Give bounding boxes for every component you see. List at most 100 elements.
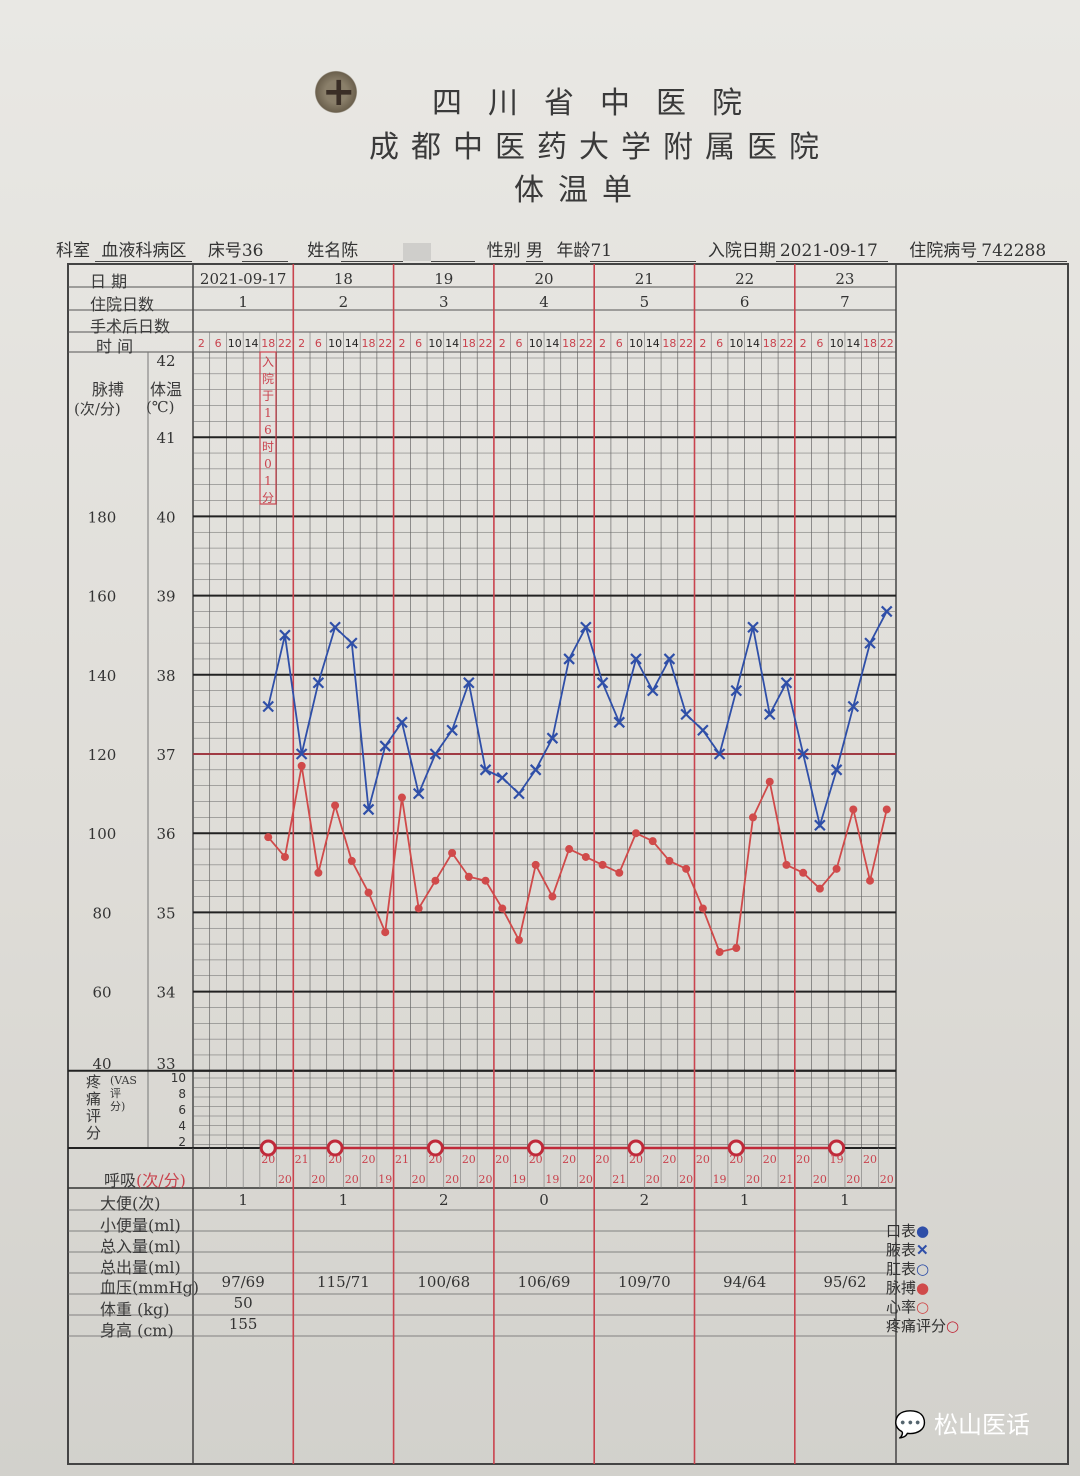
legend-symbol-icon: ○ <box>916 1298 930 1316</box>
svg-text:19: 19 <box>545 1173 559 1186</box>
svg-text:160: 160 <box>88 588 117 606</box>
name-redaction <box>403 242 432 261</box>
svg-text:20: 20 <box>729 1153 743 1166</box>
svg-text:10: 10 <box>830 337 844 350</box>
svg-text:22: 22 <box>679 337 693 350</box>
svg-text:41: 41 <box>156 429 175 447</box>
date-cell: 19 <box>434 270 453 288</box>
svg-text:42: 42 <box>156 352 175 370</box>
svg-text:21: 21 <box>779 1173 793 1186</box>
svg-text:2: 2 <box>599 337 606 350</box>
svg-text:20: 20 <box>362 1153 376 1166</box>
temp-axis-unit: (℃) <box>146 398 175 416</box>
row-label-stool: 大便(次) <box>100 1194 161 1213</box>
svg-text:14: 14 <box>646 337 660 350</box>
svg-text:18: 18 <box>261 337 275 350</box>
svg-text:2: 2 <box>339 293 349 311</box>
row-label-time: 时 间 <box>96 337 134 356</box>
row-label-post-op-days: 手术后日数 <box>90 317 171 336</box>
svg-text:1: 1 <box>264 474 272 488</box>
svg-text:2: 2 <box>439 1191 449 1209</box>
svg-text:20: 20 <box>562 1153 576 1166</box>
svg-text:100: 100 <box>88 825 117 843</box>
pulse-axis-unit: (次/分) <box>74 400 121 418</box>
svg-text:20: 20 <box>345 1173 359 1186</box>
svg-text:20: 20 <box>579 1173 593 1186</box>
svg-text:10: 10 <box>228 337 242 350</box>
svg-text:20: 20 <box>696 1153 710 1166</box>
svg-text:1: 1 <box>238 1191 248 1209</box>
vas-label: (VAS评分) <box>110 1074 137 1113</box>
date-cell: 18 <box>334 270 353 288</box>
svg-text:22: 22 <box>479 337 493 350</box>
svg-text:20: 20 <box>679 1173 693 1186</box>
date-cell: 21 <box>635 270 654 288</box>
svg-text:60: 60 <box>92 984 111 1002</box>
svg-text:20: 20 <box>412 1173 426 1186</box>
svg-text:14: 14 <box>846 337 860 350</box>
svg-text:35: 35 <box>156 904 175 922</box>
svg-text:18: 18 <box>763 337 777 350</box>
svg-text:20: 20 <box>796 1153 810 1166</box>
svg-text:21: 21 <box>395 1153 409 1166</box>
svg-text:20: 20 <box>763 1153 777 1166</box>
svg-text:2: 2 <box>198 337 205 350</box>
svg-text:20: 20 <box>662 1153 676 1166</box>
hospital-affiliation: 成都中医药大学附属医院 <box>369 130 831 165</box>
svg-text:时: 时 <box>262 440 274 454</box>
svg-text:22: 22 <box>880 337 894 350</box>
svg-text:1: 1 <box>339 1191 349 1209</box>
svg-text:140: 140 <box>88 667 117 685</box>
patient-info-line: 科室 血液科病区 床号36 姓名陈 性别 男 年龄71 入院日期 2021-09-… <box>56 236 1068 262</box>
date-cell: 22 <box>735 270 754 288</box>
watermark: 💬 松山医话 <box>894 1410 1031 1440</box>
age-value: 71 <box>590 241 697 262</box>
svg-text:94/64: 94/64 <box>723 1273 766 1291</box>
svg-text:19: 19 <box>713 1173 727 1186</box>
svg-text:18: 18 <box>362 337 376 350</box>
svg-text:109/70: 109/70 <box>618 1273 671 1291</box>
svg-text:20: 20 <box>629 1153 643 1166</box>
svg-text:37: 37 <box>156 746 175 764</box>
date-cell: 2021-09-17 <box>200 270 286 288</box>
svg-text:0: 0 <box>264 457 272 471</box>
svg-text:1: 1 <box>740 1191 750 1209</box>
bed-value: 36 <box>241 241 288 262</box>
svg-text:38: 38 <box>156 667 175 685</box>
svg-text:20: 20 <box>863 1153 877 1166</box>
legend-item: 肛表○ <box>886 1260 930 1278</box>
svg-text:10: 10 <box>428 337 442 350</box>
svg-text:6: 6 <box>215 337 222 350</box>
svg-text:6: 6 <box>740 293 750 311</box>
svg-text:33: 33 <box>156 1055 175 1073</box>
svg-text:1: 1 <box>238 293 248 311</box>
name-label: 姓名 <box>307 241 342 261</box>
legend-symbol-icon: ● <box>916 1279 930 1297</box>
svg-text:20: 20 <box>596 1153 610 1166</box>
svg-text:40: 40 <box>92 1055 111 1073</box>
svg-text:20: 20 <box>880 1173 894 1186</box>
svg-text:院: 院 <box>262 372 274 386</box>
svg-text:20: 20 <box>261 1153 275 1166</box>
svg-text:19: 19 <box>830 1153 844 1166</box>
svg-text:3: 3 <box>439 293 449 311</box>
legend-item: 腋表✕ <box>886 1241 929 1259</box>
sex-value: 男 <box>526 236 544 262</box>
hospital-logo-icon <box>310 66 362 118</box>
svg-text:2: 2 <box>499 337 506 350</box>
svg-text:22: 22 <box>378 337 392 350</box>
svg-text:22: 22 <box>779 337 793 350</box>
record-no-label: 住院病号 <box>909 241 978 261</box>
svg-text:6: 6 <box>515 337 522 350</box>
svg-text:155: 155 <box>229 1315 258 1333</box>
row-label-output: 总出量(ml) <box>100 1258 181 1277</box>
svg-text:6: 6 <box>315 337 322 350</box>
svg-text:14: 14 <box>245 337 259 350</box>
svg-text:2: 2 <box>298 337 305 350</box>
date-cell: 23 <box>835 270 854 288</box>
svg-text:18: 18 <box>562 337 576 350</box>
svg-text:入: 入 <box>262 355 274 369</box>
legend-symbol-icon: ○ <box>946 1317 960 1335</box>
row-label-intake: 总入量(ml) <box>100 1237 181 1256</box>
